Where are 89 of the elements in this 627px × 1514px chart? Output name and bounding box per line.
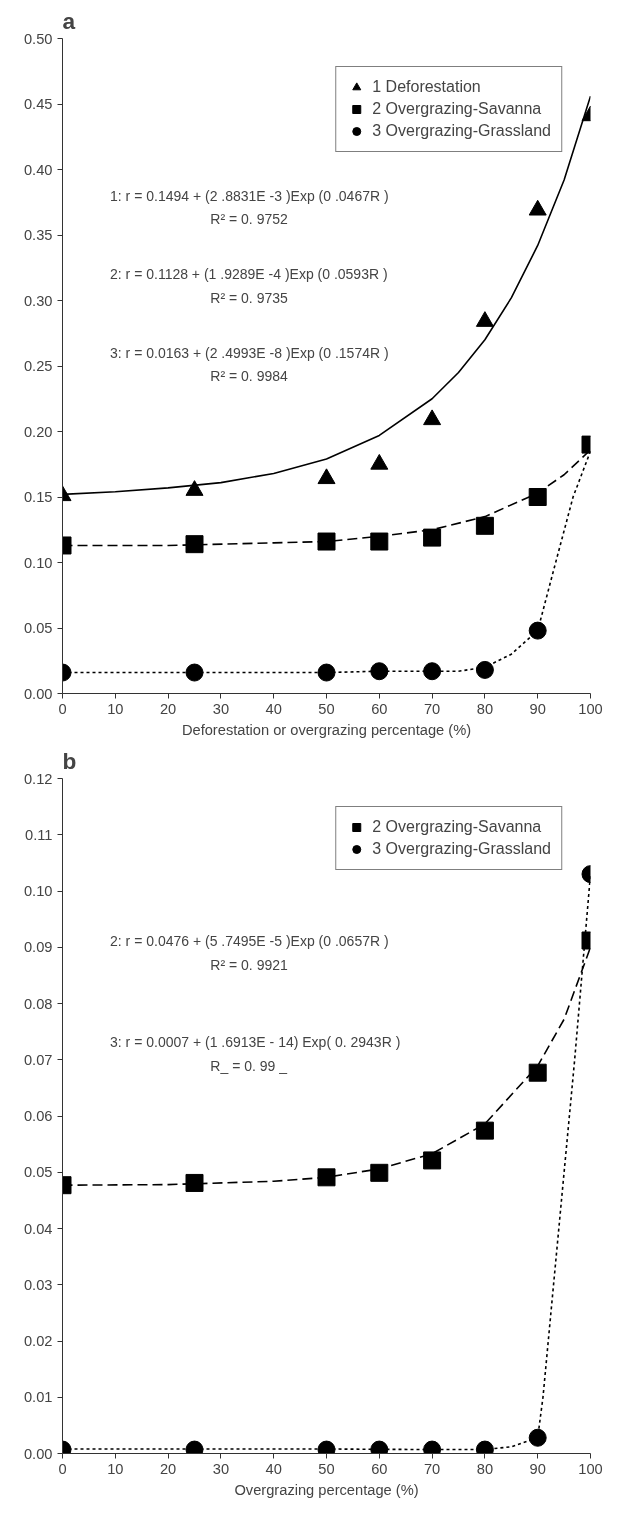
- y-tick-label: 0.05: [23, 620, 53, 636]
- x-tick-label: 100: [578, 700, 603, 717]
- x-tick-label: 40: [265, 1460, 282, 1477]
- y-tick-label: 0.35: [23, 227, 53, 243]
- point: [475, 1121, 494, 1140]
- x-tick-label: 50: [318, 700, 335, 717]
- y-tick-label: 0.03: [23, 1276, 53, 1293]
- point: [370, 662, 389, 681]
- y-tick-label: 0.01: [23, 1389, 53, 1406]
- annotation: 3: r = 0.0163 + (2 .4993E -8 )Exp (0 .1574R ): [110, 344, 389, 361]
- y-tick-label: 0.15: [23, 489, 53, 505]
- x-tick-label: 0: [58, 700, 67, 717]
- point: [528, 1063, 547, 1082]
- y-tick-label: 0.02: [23, 1333, 53, 1349]
- x-tick-label: 0: [58, 1460, 67, 1477]
- point: [185, 480, 204, 496]
- point: [317, 1168, 336, 1187]
- point: [423, 662, 442, 681]
- point: [475, 311, 494, 327]
- y-tick-label: 0.00: [23, 1445, 53, 1462]
- y-tick-label: 0.20: [23, 423, 53, 440]
- annotation: 1: r = 0.1494 + (2 .8831E -3 )Exp (0 .0467R ): [110, 187, 389, 204]
- y-tick-label: 0.04: [23, 1220, 53, 1237]
- annotation: 2: r = 0.1128 + (1 .9289E -4 )Exp (0 .0593R ): [110, 266, 388, 283]
- chart-title: b: [62, 747, 77, 774]
- annotation: R² = 0. 9735: [210, 289, 288, 306]
- x-tick-label: 100: [578, 1460, 603, 1477]
- legend-label: 3 Overgrazing-Grassland: [372, 122, 551, 140]
- annotation: R_ = 0. 99 _: [210, 1058, 288, 1075]
- x-tick-label: 30: [212, 1460, 230, 1477]
- x-tick-label: 80: [476, 1460, 494, 1477]
- y-tick-label: 0.08: [23, 995, 53, 1012]
- point: [423, 1151, 442, 1170]
- y-tick-label: 0.07: [23, 1051, 53, 1068]
- point: [475, 516, 494, 535]
- x-tick-label: 10: [107, 1460, 124, 1477]
- y-tick-label: 0.40: [23, 161, 53, 178]
- y-tick-label: 0.11: [25, 826, 53, 843]
- legend-label: 2 Overgrazing-Savanna: [372, 818, 542, 836]
- annotation: 2: r = 0.0476 + (5 .7495E -5 )Exp (0 .0657R ): [110, 932, 389, 949]
- point: [423, 528, 442, 547]
- point: [370, 532, 389, 551]
- point: [370, 453, 389, 470]
- point: [423, 409, 442, 426]
- point: [528, 488, 547, 506]
- legend-label: 1 Deforestation: [372, 78, 481, 96]
- point: [475, 660, 494, 679]
- point: [185, 663, 204, 682]
- x-tick-label: 10: [107, 700, 124, 717]
- legend-label: 3 Overgrazing-Grassland: [372, 840, 551, 858]
- point: [185, 535, 204, 554]
- x-tick-label: 50: [318, 1460, 335, 1477]
- x-tick-label: 90: [529, 700, 546, 717]
- x-tick-label: 90: [529, 1460, 546, 1477]
- x-tick-label: 60: [371, 1460, 388, 1477]
- point: [528, 199, 547, 216]
- point: [370, 1163, 389, 1182]
- point: [528, 621, 547, 640]
- legend-label: 2 Overgrazing-Savanna: [372, 100, 542, 118]
- point: [317, 532, 336, 551]
- annotation: R² = 0. 9984: [210, 368, 288, 385]
- y-tick-label: 0.10: [23, 554, 53, 571]
- y-tick-label: 0.09: [23, 939, 53, 956]
- y-tick-label: 0.12: [23, 770, 53, 787]
- annotation: R² = 0. 9752: [210, 211, 288, 228]
- chart-title: a: [62, 7, 76, 34]
- annotation: R² = 0. 9921: [210, 956, 288, 973]
- x-tick-label: 70: [423, 700, 441, 717]
- y-tick-label: 0.10: [23, 883, 53, 899]
- y-tick-label: 0.05: [23, 1164, 53, 1181]
- annotation: 3: r = 0.0007 + (1 .6913E - 14) Exp( 0. 2943R ): [110, 1033, 401, 1050]
- x-tick-label: 20: [159, 700, 177, 717]
- y-tick-label: 0.00: [23, 685, 53, 702]
- x-tick-label: 40: [265, 700, 282, 717]
- point: [528, 1428, 547, 1447]
- y-tick-label: 0.50: [23, 30, 53, 47]
- y-tick-label: 0.25: [23, 358, 53, 374]
- point: [317, 468, 336, 485]
- y-tick-label: 0.45: [23, 96, 53, 112]
- x-tick-label: 70: [423, 1460, 441, 1477]
- x-tick-label: 80: [476, 700, 494, 717]
- y-tick-label: 0.06: [23, 1108, 53, 1124]
- x-tick-label: 60: [371, 700, 388, 717]
- x-axis-title: Overgrazing percentage (%): [234, 1481, 419, 1498]
- x-axis-title: Deforestation or overgrazing percentage (%): [181, 721, 472, 738]
- point: [317, 663, 336, 682]
- x-tick-label: 30: [212, 700, 230, 717]
- x-tick-label: 20: [159, 1460, 177, 1477]
- y-tick-label: 0.30: [23, 292, 53, 309]
